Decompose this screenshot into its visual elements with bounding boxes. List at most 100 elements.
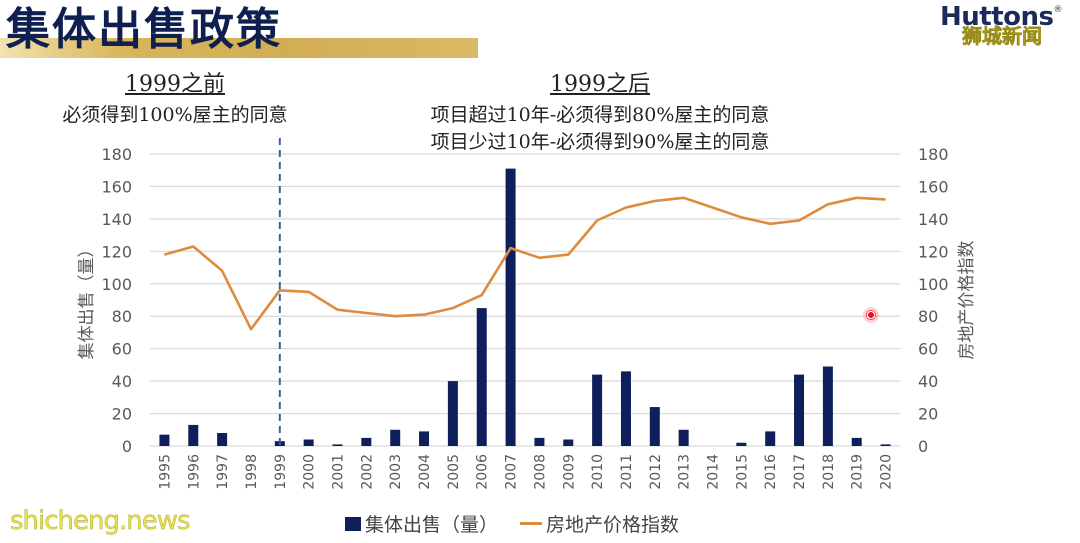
x-tick-label: 1999 xyxy=(273,454,289,490)
right-tick-label: 100 xyxy=(918,275,949,294)
x-tick-label: 2015 xyxy=(734,454,750,490)
bar xyxy=(476,308,487,446)
bar xyxy=(592,374,603,446)
title-underline-bar xyxy=(0,38,478,58)
chart-legend: 集体出售（量） 房地产价格指数 xyxy=(345,510,679,537)
bar xyxy=(678,429,689,446)
slide-title: 集体出售政策 xyxy=(6,4,282,55)
annotation-before-heading: 1999之前 xyxy=(125,72,225,97)
bar xyxy=(563,439,574,446)
x-tick-label: 2002 xyxy=(359,454,375,490)
cursor-indicator xyxy=(863,307,879,323)
left-tick-label: 20 xyxy=(112,405,132,424)
x-tick-label: 2010 xyxy=(590,454,606,490)
right-tick-label: 160 xyxy=(918,177,949,196)
x-tick-label: 2013 xyxy=(677,454,693,490)
x-tick-label: 2005 xyxy=(446,454,462,490)
bar xyxy=(880,444,891,446)
bar xyxy=(534,437,545,446)
x-tick-label: 2019 xyxy=(850,454,866,490)
bar xyxy=(822,366,833,446)
x-tick-label: 2016 xyxy=(763,454,779,490)
x-tick-label: 2001 xyxy=(331,454,347,490)
right-tick-label: 0 xyxy=(918,437,928,456)
price-index-line xyxy=(164,196,886,331)
watermark-chinese: 狮城新闻 xyxy=(962,24,1043,49)
gridlines xyxy=(150,153,900,447)
left-tick-label: 0 xyxy=(122,437,132,456)
left-tick-label: 40 xyxy=(112,372,132,391)
bar-swatch-icon xyxy=(345,516,361,531)
x-tick-label: 1996 xyxy=(186,454,202,490)
x-tick-label: 1995 xyxy=(157,454,173,490)
annotation-after-heading: 1999之后 xyxy=(550,72,650,97)
left-tick-label: 100 xyxy=(101,275,132,294)
bar xyxy=(303,439,314,446)
right-tick-label: 140 xyxy=(918,210,949,229)
line-swatch-icon xyxy=(520,522,543,525)
bar xyxy=(361,437,372,446)
x-tick-label: 2017 xyxy=(792,454,808,490)
bar xyxy=(390,429,401,446)
x-tick-label: 2018 xyxy=(821,454,837,490)
x-tick-label: 1998 xyxy=(244,454,260,490)
bar xyxy=(649,407,660,446)
right-tick-label: 80 xyxy=(918,307,938,326)
annotation-before-1999: 1999之前 必须得到100%屋主的同意 xyxy=(40,66,310,129)
right-tick-label: 40 xyxy=(918,372,938,391)
x-tick-label: 1997 xyxy=(215,454,231,490)
x-axis-year-labels: 1995 1996 1997 1998 1999 2000 2001 2002 2003 2004… xyxy=(157,454,894,490)
x-tick-label: 2006 xyxy=(475,454,491,490)
right-tick-label: 20 xyxy=(918,405,938,424)
annotation-after-1999: 1999之后 项目超过10年-必须得到80%屋主的同意 项目少过10年-必须得到… xyxy=(395,66,805,156)
right-tick-label: 120 xyxy=(918,242,949,261)
registered-mark: ® xyxy=(1053,5,1062,15)
annotation-after-line-1: 项目超过10年-必须得到80%屋主的同意 xyxy=(430,104,770,126)
right-axis-ticks: 0 20 40 60 80 100 120 140 160 180 xyxy=(918,145,949,456)
x-tick-label: 2020 xyxy=(879,454,895,490)
x-tick-label: 2003 xyxy=(388,454,404,490)
legend-bar-label: 集体出售（量） xyxy=(365,514,499,536)
x-tick-label: 2000 xyxy=(302,454,318,490)
left-tick-label: 60 xyxy=(112,340,132,359)
bar xyxy=(765,431,776,446)
logo-text: Huttons xyxy=(940,2,1054,32)
x-tick-label: 2009 xyxy=(561,454,577,490)
left-tick-label: 140 xyxy=(101,210,132,229)
bar xyxy=(505,168,516,446)
bar xyxy=(332,444,343,446)
annotation-before-line: 必须得到100%屋主的同意 xyxy=(62,104,288,126)
legend-item-line: 房地产价格指数 xyxy=(520,510,679,537)
watermark-site: shicheng.news xyxy=(10,506,191,536)
x-tick-label: 2011 xyxy=(619,454,635,490)
bar-series xyxy=(159,168,891,446)
x-tick-label: 2007 xyxy=(504,454,520,490)
right-tick-label: 60 xyxy=(918,340,938,359)
left-tick-label: 180 xyxy=(101,145,132,164)
bar xyxy=(188,424,199,446)
bar xyxy=(620,371,631,446)
bar xyxy=(851,437,862,446)
bar xyxy=(794,374,805,446)
annotation-after-line-2: 项目少过10年-必须得到90%屋主的同意 xyxy=(430,131,770,153)
legend-item-bar: 集体出售（量） xyxy=(345,510,498,537)
bar xyxy=(447,381,458,446)
right-axis-title: 房地产价格指数 xyxy=(957,241,977,360)
x-tick-label: 2004 xyxy=(417,454,433,490)
left-tick-label: 80 xyxy=(112,307,132,326)
huttons-logo: Huttons® xyxy=(940,2,1062,32)
bar xyxy=(736,442,747,446)
legend-line-label: 房地产价格指数 xyxy=(546,514,680,536)
left-tick-label: 120 xyxy=(101,242,132,261)
bar xyxy=(159,434,170,446)
bar xyxy=(419,431,430,446)
x-tick-label: 2014 xyxy=(706,454,722,490)
left-tick-label: 160 xyxy=(101,177,132,196)
bar xyxy=(217,433,228,446)
x-tick-label: 2012 xyxy=(648,454,664,490)
left-axis-ticks: 0 20 40 60 80 100 120 140 160 180 xyxy=(101,145,132,456)
left-axis-title: 集体出售（量） xyxy=(77,241,97,360)
x-tick-label: 2008 xyxy=(532,454,548,490)
right-tick-label: 180 xyxy=(918,145,949,164)
